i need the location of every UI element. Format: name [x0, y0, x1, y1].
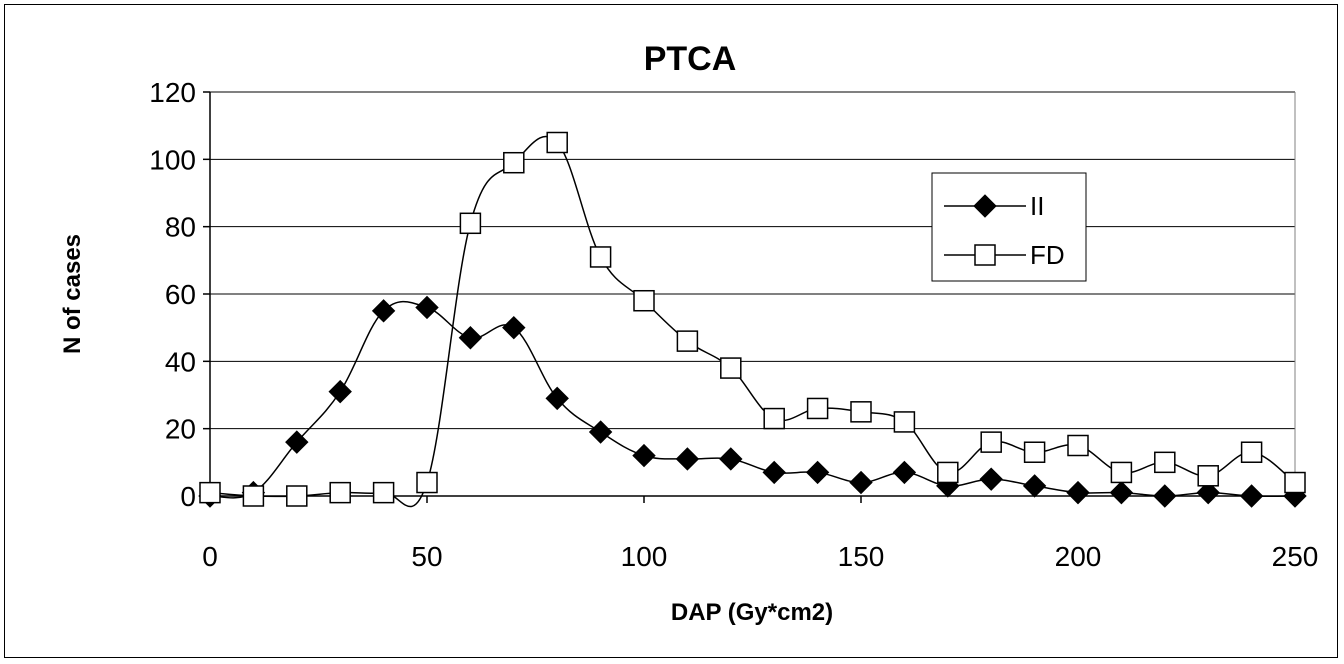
y-tick-label: 0: [180, 481, 196, 512]
legend-label: FD: [1030, 240, 1065, 270]
data-point-ii: [1066, 480, 1090, 505]
data-point-fd: [199, 481, 221, 504]
grid-lines: [210, 91, 1295, 430]
legend-marker: [973, 194, 997, 218]
data-point-fd: [980, 431, 1002, 453]
data-point-fd: [720, 357, 742, 379]
series-layer: [198, 131, 1307, 508]
data-point-fd: [763, 407, 785, 430]
data-point-fd: [416, 471, 438, 494]
chart-title: PTCA: [644, 40, 737, 78]
data-point-ii: [1109, 480, 1134, 505]
legend-label: II: [1030, 191, 1044, 221]
data-point-fd: [1284, 471, 1306, 494]
data-point-ii: [762, 460, 786, 485]
data-point-ii: [892, 460, 917, 485]
series-line-ii: [209, 300, 1296, 499]
data-point-fd: [503, 151, 525, 174]
x-tick-label: 150: [838, 541, 885, 572]
axes: [203, 91, 1296, 503]
series-fd: [199, 131, 1306, 508]
data-point-ii: [632, 443, 656, 468]
data-point-ii: [1196, 480, 1220, 505]
chart-frame: [4, 4, 1338, 658]
data-point-fd: [893, 411, 916, 433]
data-point-fd: [1067, 434, 1089, 457]
data-point-ii: [502, 315, 526, 340]
data-point-fd: [806, 397, 829, 420]
data-point-ii: [371, 299, 396, 323]
x-tick-label: 250: [1272, 541, 1319, 572]
data-point-fd: [1110, 461, 1133, 484]
data-point-ii: [1022, 474, 1047, 498]
y-axis-label: N of cases: [59, 234, 86, 354]
data-point-fd: [459, 212, 482, 235]
data-point-ii: [545, 386, 569, 411]
x-axis-label: DAP (Gy*cm2): [671, 599, 833, 626]
legend-item-fd: FD: [944, 240, 1065, 270]
tick-labels: 0 20 40 60 80 100 120 0 50 100 150 200 250: [149, 77, 1318, 572]
data-point-ii: [675, 447, 700, 471]
data-point-fd: [850, 401, 872, 423]
data-point-fd: [1154, 451, 1176, 474]
data-point-fd: [1023, 441, 1046, 463]
y-tick-label: 80: [165, 212, 196, 243]
legend-item-ii: II: [944, 191, 1044, 221]
data-point-ii: [719, 447, 743, 471]
data-point-fd: [676, 330, 699, 352]
y-tick-label: 100: [149, 144, 196, 175]
data-point-fd: [546, 131, 568, 154]
legend-box: [931, 172, 1087, 282]
data-point-ii: [415, 295, 439, 320]
data-point-fd: [329, 481, 351, 504]
y-tick-label: 60: [165, 279, 196, 310]
legend: II FD: [931, 172, 1087, 282]
data-point-fd: [1197, 465, 1219, 487]
data-point-ii: [328, 379, 352, 404]
data-point-ii: [458, 326, 483, 350]
x-tick-label: 0: [202, 541, 218, 572]
data-point-fd: [286, 485, 308, 507]
data-point-fd: [589, 246, 612, 268]
y-tick-label: 40: [165, 346, 196, 377]
data-point-fd: [372, 481, 395, 504]
data-point-fd: [1240, 441, 1263, 463]
series-line-fd: [209, 135, 1296, 508]
data-point-ii: [1239, 484, 1264, 508]
data-point-fd: [937, 461, 959, 484]
x-tick-label: 200: [1055, 541, 1102, 572]
data-point-ii: [979, 467, 1003, 491]
data-point-ii: [1153, 484, 1177, 508]
series-ii: [198, 295, 1307, 508]
y-tick-label: 20: [165, 414, 196, 445]
data-point-ii: [588, 420, 613, 444]
y-tick-label: 120: [149, 77, 196, 108]
x-tick-label: 50: [411, 541, 442, 572]
x-tick-label: 100: [621, 541, 668, 572]
data-point-ii: [849, 470, 873, 495]
data-point-fd: [633, 289, 655, 312]
data-point-fd: [242, 485, 265, 507]
data-point-ii: [805, 460, 830, 485]
legend-marker: [974, 244, 996, 266]
data-point-ii: [285, 430, 309, 454]
